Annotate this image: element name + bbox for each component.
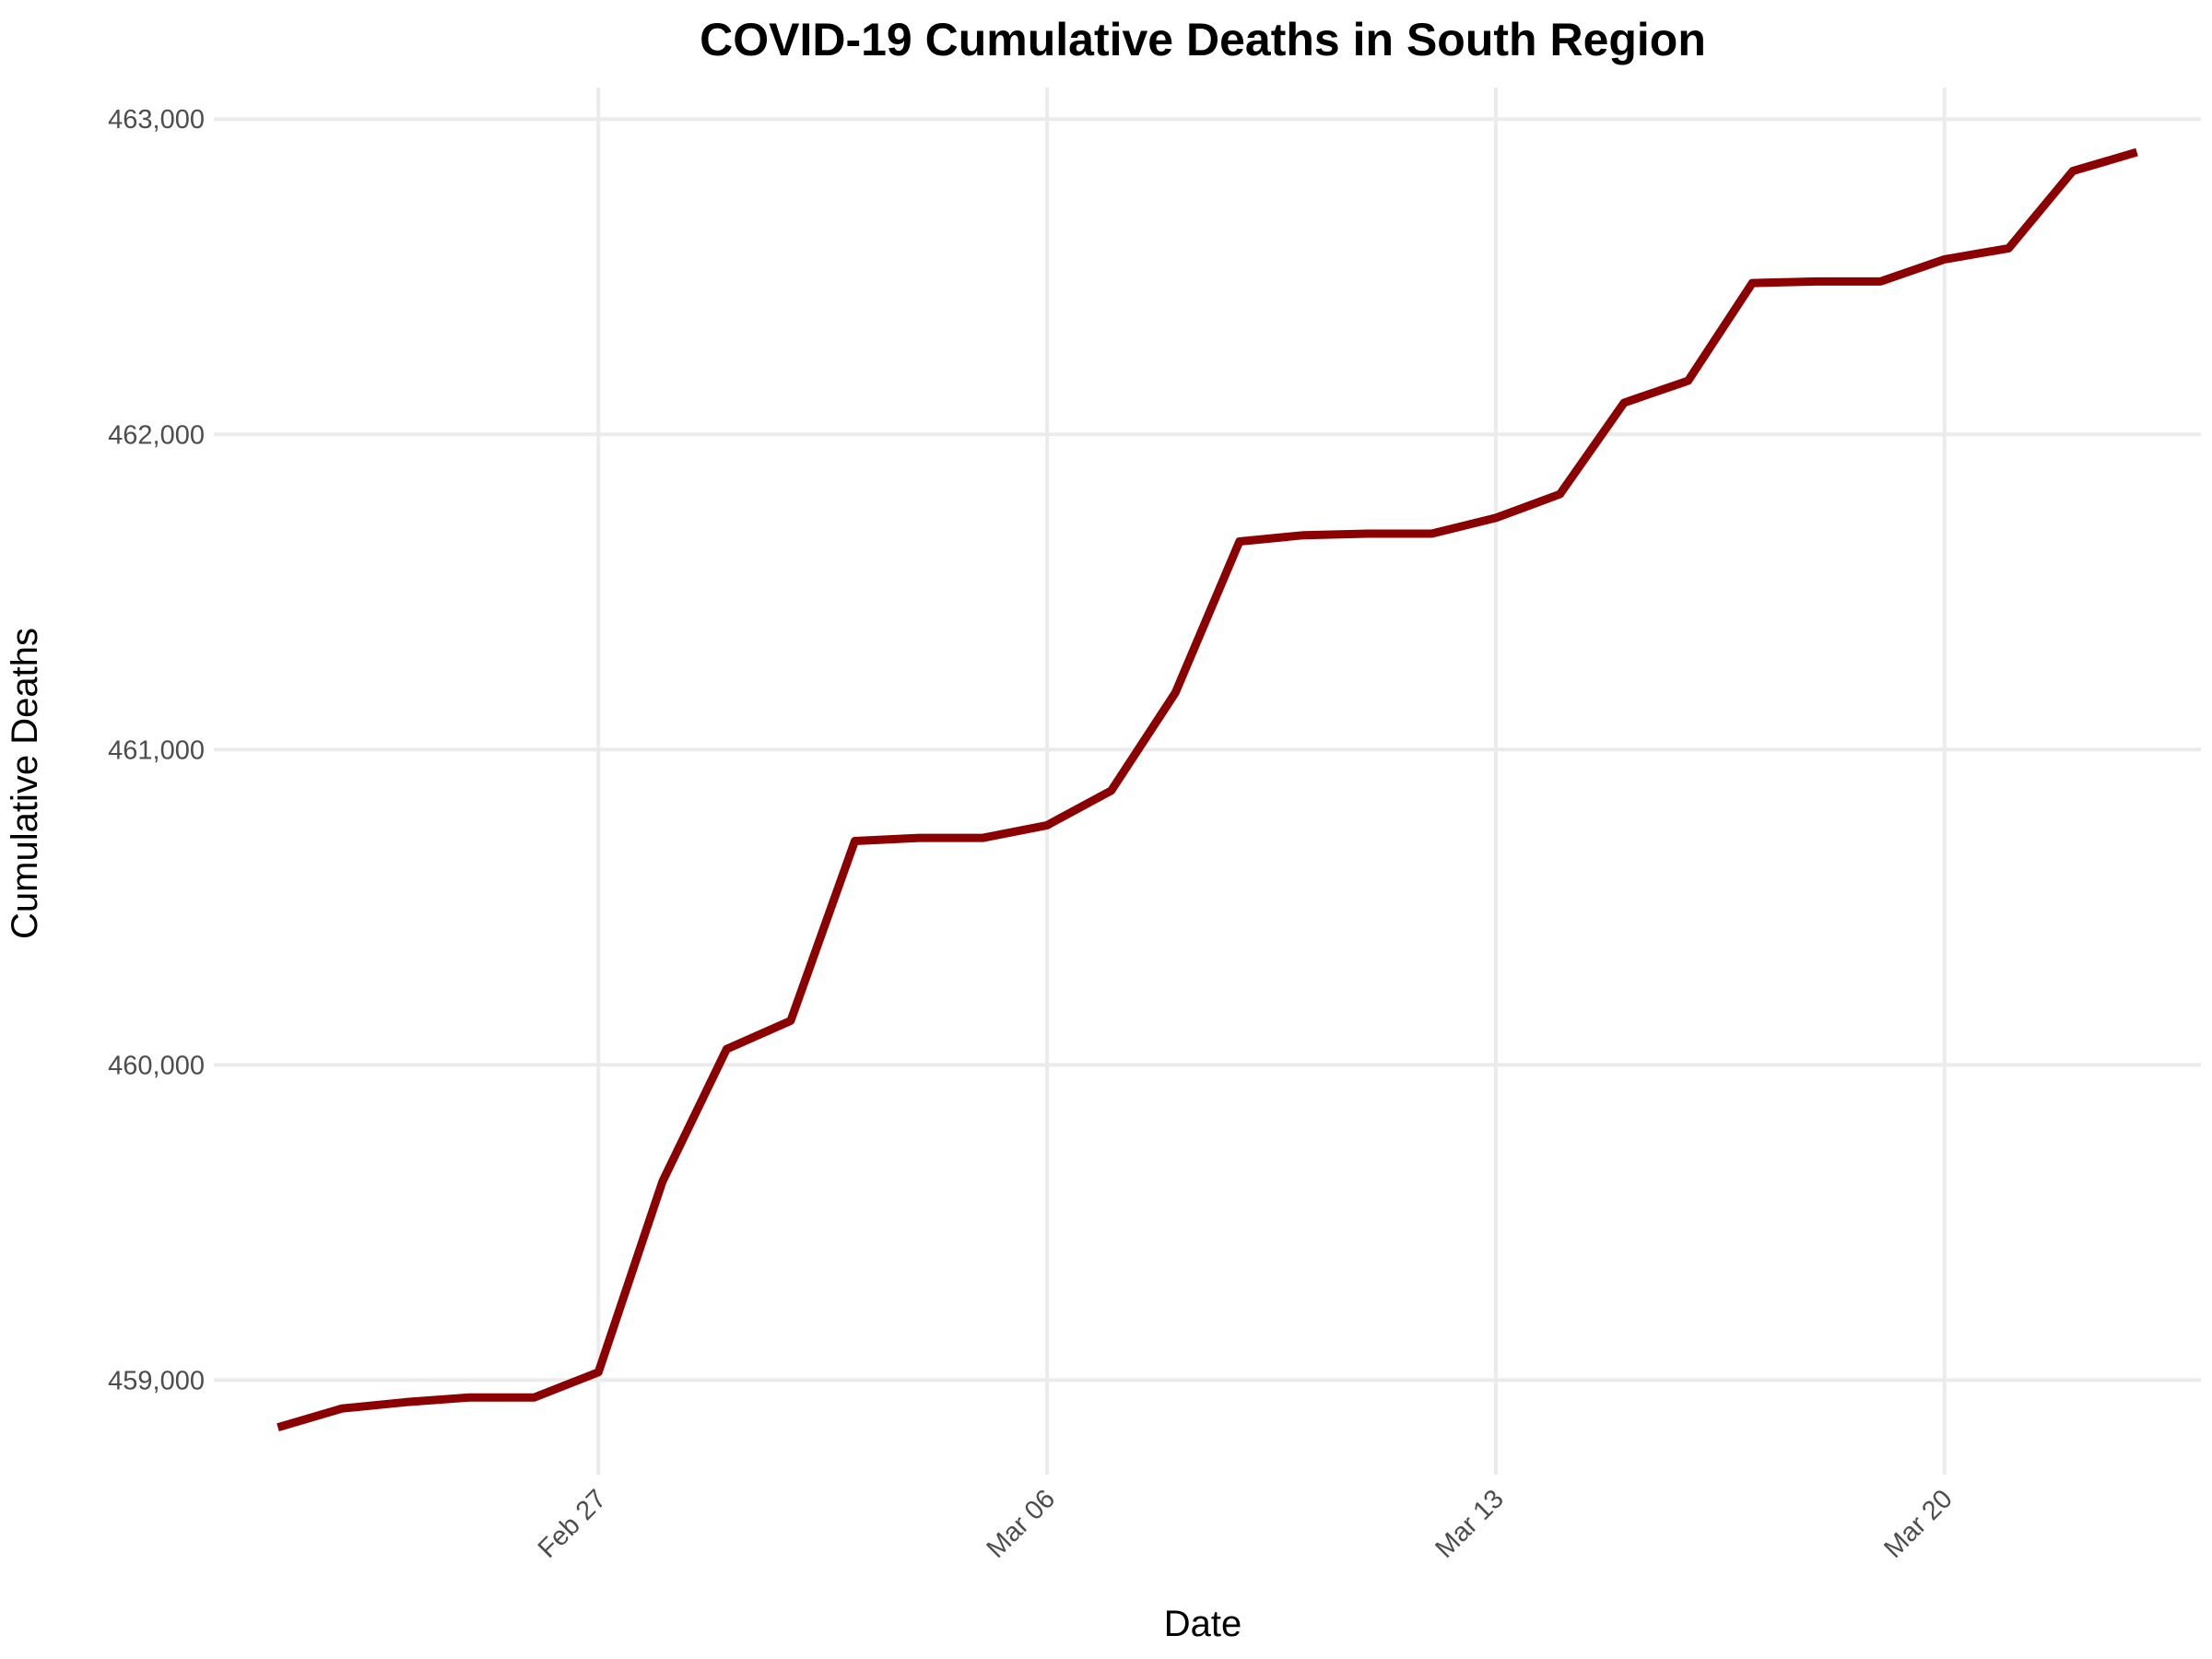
y-tick-labels: 459,000 460,000 461,000 462,000 463,000 [108, 105, 205, 1395]
y-tick-label: 462,000 [108, 420, 205, 450]
x-axis-title: Date [1164, 1604, 1242, 1644]
y-tick-label: 463,000 [108, 105, 205, 135]
series-line [276, 147, 2138, 1432]
y-tick-label: 460,000 [108, 1051, 205, 1080]
series-layer [276, 147, 2138, 1432]
y-tick-label: 459,000 [108, 1366, 205, 1395]
chart-title: COVID-19 Cumulative Deaths in South Regi… [700, 14, 1706, 65]
grid [214, 88, 2201, 1475]
y-axis-title: Cumulative Deaths [5, 628, 45, 939]
y-tick-label: 461,000 [108, 735, 205, 765]
